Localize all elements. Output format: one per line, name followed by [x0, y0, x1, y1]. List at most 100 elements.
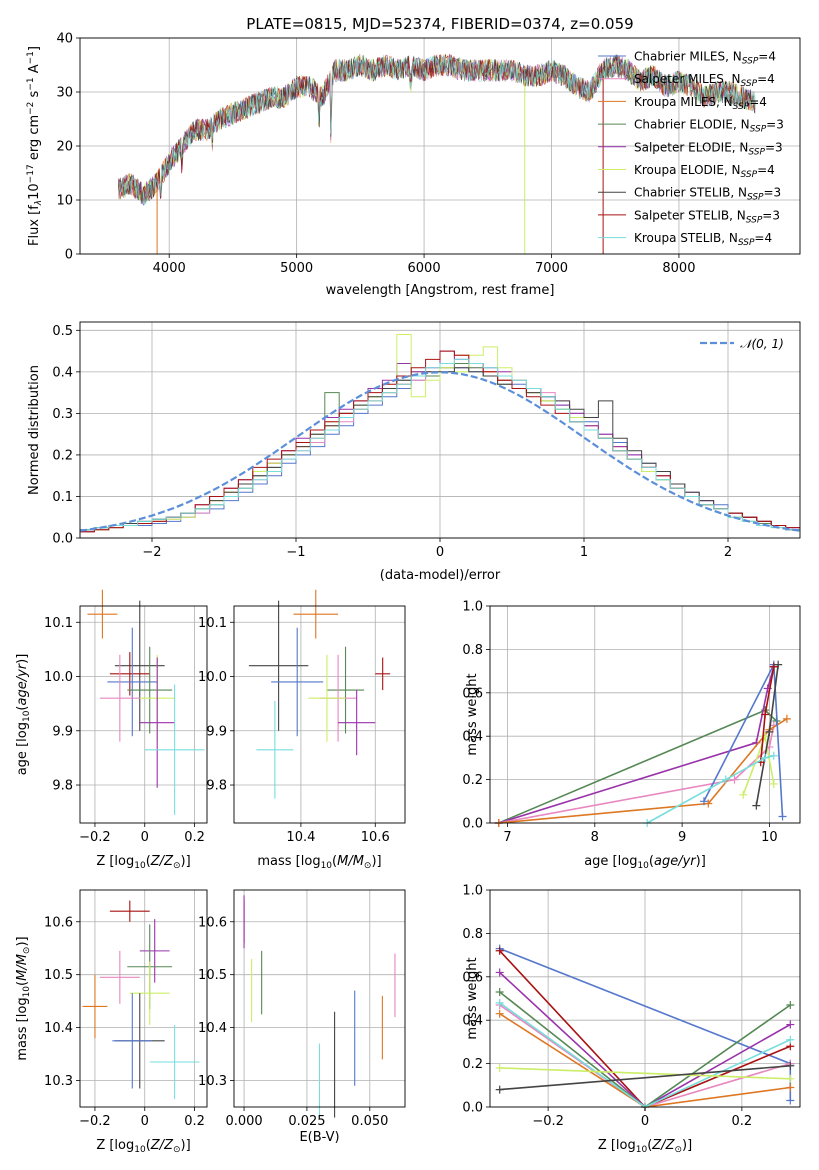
- legend-entry: Salpeter ELODIE, NSSP=3: [634, 140, 783, 157]
- x-axis-label-part: Z/Z: [150, 854, 174, 869]
- weight-marker: [786, 1083, 795, 1092]
- y-tick-label: 0.1: [52, 490, 73, 505]
- x-axis-label-part: age [log: [584, 854, 637, 869]
- x-tick-label: 5000: [280, 261, 313, 276]
- y-axis-label-part: 10: [22, 710, 32, 722]
- legend-entry-count: =4: [757, 163, 775, 177]
- x-axis-label-part: Z/Z: [150, 1138, 174, 1153]
- y-axis-label-part: −2: [26, 102, 36, 115]
- x-tick-label: 7000: [535, 261, 568, 276]
- x-axis-label-part: 10: [637, 861, 649, 871]
- spectrum-line: [117, 54, 756, 206]
- legend-entry-name: Chabrier STELIB, N: [634, 186, 747, 200]
- y-axis-label: mass weight: [465, 957, 480, 1039]
- spectrum-title: PLATE=0815, MJD=52374, FIBERID=0374, z=0…: [246, 15, 633, 33]
- x-axis-label-part: )]: [181, 854, 191, 869]
- y-axis-label-part: Flux [f: [27, 205, 42, 246]
- weight-marker: [495, 1009, 504, 1018]
- weight-marker: [739, 790, 748, 799]
- legend-entry-sub: SSP: [746, 215, 763, 225]
- legend-entry: Kroupa MILES, NSSP=4: [634, 95, 767, 112]
- y-axis-label-part: mass [log: [15, 997, 30, 1060]
- y-tick-label: 10.6: [44, 915, 73, 930]
- y-axis-label-part: (: [15, 981, 30, 986]
- weight-marker: [704, 799, 713, 808]
- x-tick-label: 0.025: [288, 1114, 325, 1129]
- x-axis-label: (data-model)/error: [380, 568, 501, 583]
- x-axis-label-part: Z [log: [96, 854, 134, 869]
- y-tick-label: 0.0: [462, 817, 483, 832]
- x-axis-label-part: ⊙: [364, 861, 372, 871]
- weight-marker: [495, 987, 504, 996]
- legend-entry-name: Chabrier ELODIE, N: [634, 118, 750, 132]
- y-axis-label-part: −1: [26, 51, 36, 64]
- weight-marker: [786, 1061, 795, 1070]
- weight-line: [499, 1065, 791, 1091]
- y-axis-label-part: ⊙: [22, 947, 32, 955]
- y-tick-label: 0.6: [462, 686, 483, 701]
- weight-marker: [769, 779, 778, 788]
- x-tick-label: 0: [141, 830, 149, 845]
- y-axis-label-part: age/yr: [15, 662, 30, 705]
- y-tick-label: 0.8: [462, 927, 483, 942]
- y-tick-label: 30: [56, 86, 73, 101]
- y-tick-label: 10: [56, 194, 73, 209]
- y-tick-label: 0: [65, 248, 73, 263]
- x-tick-label: −0.2: [79, 830, 111, 845]
- y-axis-label-part: −17: [26, 164, 36, 183]
- y-tick-label: 10.4: [44, 1021, 73, 1036]
- y-tick-label: 0.8: [462, 643, 483, 658]
- legend-entry-name: Salpeter ELODIE, N: [634, 140, 748, 154]
- x-tick-label: 7: [503, 830, 511, 845]
- y-tick-label: 0.0: [52, 532, 73, 547]
- legend-entry-sub: SSP: [748, 147, 765, 157]
- y-tick-label: 10.6: [198, 915, 227, 930]
- y-tick-label: 0.2: [462, 773, 483, 788]
- y-tick-label: 20: [56, 140, 73, 155]
- y-tick-label: 0.2: [52, 448, 73, 463]
- x-tick-label: 1: [580, 545, 588, 560]
- x-axis-label-part: 10: [134, 861, 146, 871]
- weight-line: [498, 709, 777, 824]
- y-axis-label-part: A: [27, 64, 42, 77]
- legend-entry-name: Kroupa MILES, N: [634, 95, 733, 109]
- x-axis-label-part: mass [log: [257, 854, 320, 869]
- legend-entry-count: =4: [754, 231, 772, 245]
- legend-entry-name: Salpeter STELIB, N: [634, 208, 746, 222]
- weight-marker: [730, 775, 739, 784]
- x-axis-label-part: )]: [371, 854, 381, 869]
- y-axis-label: mass weight: [465, 673, 480, 755]
- legend-entry-count: =3: [765, 140, 783, 154]
- weight-marker: [782, 714, 791, 723]
- y-axis-label-part: λ: [34, 200, 44, 206]
- x-tick-label: 10.4: [286, 830, 315, 845]
- y-tick-label: 40: [56, 32, 73, 47]
- y-tick-label: 10.4: [198, 1021, 227, 1036]
- x-tick-label: 0.2: [184, 1114, 205, 1129]
- y-axis-label: mass [log10(M/M⊙)]: [15, 936, 32, 1060]
- weight-line: [498, 718, 788, 824]
- legend-entry-name: Kroupa ELODIE, N: [634, 163, 741, 177]
- x-tick-label: 0.050: [351, 1114, 388, 1129]
- weight-marker: [778, 812, 787, 821]
- x-tick-label: 2: [724, 545, 732, 560]
- axes-frame: [79, 605, 208, 824]
- x-axis-label-part: (: [332, 854, 337, 869]
- legend-entry-sub: SSP: [747, 193, 764, 203]
- legend-entry: Salpeter MILES, NSSP=4: [634, 72, 775, 89]
- x-axis-label-part: )]: [682, 1138, 692, 1153]
- x-axis-label: Z [log10(Z/Z⊙)]: [96, 854, 190, 871]
- weight-line: [498, 666, 775, 824]
- residual-histogram-panel: −2 −1 0 1 2 0.0 0.1 0.2 0.3 0.4 0.5 𝒩(0, 1) (data-mo…: [27, 321, 801, 583]
- x-axis-label: Z [log10(Z/Z⊙)]: [96, 1138, 190, 1155]
- legend-entry: Salpeter STELIB, NSSP=3: [634, 208, 780, 225]
- x-tick-label: 6000: [408, 261, 441, 276]
- x-tick-label: 8: [591, 830, 599, 845]
- legend-entry: Chabrier STELIB, NSSP=3: [634, 186, 781, 203]
- x-axis-label-part: Z/Z: [651, 1138, 675, 1153]
- weight-marker: [786, 1074, 795, 1083]
- weight-marker: [752, 801, 761, 810]
- mass-weight-vs-metallicity-panel: −0.2 0 0.2 0.0 0.2 0.4 0.6 0.8 1.0 Z [log10(Z/Z⊙)…: [462, 884, 801, 1155]
- axes-frame: [79, 889, 208, 1108]
- y-tick-label: 10.5: [44, 968, 73, 983]
